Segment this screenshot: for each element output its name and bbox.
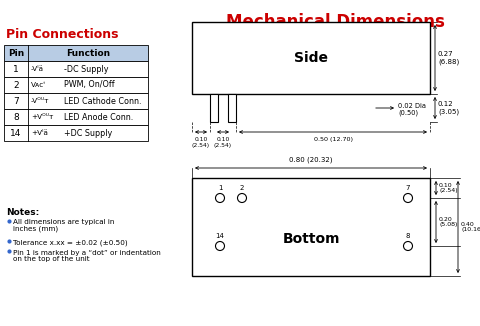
Text: +DC Supply: +DC Supply [64,128,112,138]
Text: Pin Connections: Pin Connections [6,28,119,41]
Text: -Vᴼᵁᴛ: -Vᴼᵁᴛ [31,98,49,104]
Text: 8: 8 [406,233,410,239]
Text: -Vᴵӓ: -Vᴵӓ [31,66,44,72]
Bar [4,45,148,61]
Text: Bottom: Bottom [282,232,340,246]
Circle shape [404,194,412,202]
Bar [228,94,236,122]
Text: Side: Side [294,51,328,65]
Text: 2: 2 [13,81,19,90]
Text: Function: Function [66,49,110,57]
Text: 2: 2 [240,185,244,191]
Text: 0.27
(6.88): 0.27 (6.88) [438,51,459,65]
Text: 1: 1 [218,185,222,191]
Circle shape [238,194,247,202]
Text: Vᴀᴄᶤ: Vᴀᴄᶤ [31,82,46,88]
Bar [4,77,148,93]
Text: Tolerance x.xx = ±0.02 (±0.50): Tolerance x.xx = ±0.02 (±0.50) [13,239,128,245]
Bar [4,93,148,109]
Text: 0.10
(2.54): 0.10 (2.54) [439,183,457,193]
Text: 0.20
(5.08): 0.20 (5.08) [439,216,457,228]
Text: 0.10
(2.54): 0.10 (2.54) [214,137,232,148]
Text: 14: 14 [10,128,22,138]
Text: +Vᴵӓ: +Vᴵӓ [31,130,48,136]
Text: Pin: Pin [8,49,24,57]
Circle shape [216,194,225,202]
Text: All dimensions are typical in
inches (mm): All dimensions are typical in inches (mm… [13,219,114,232]
Text: Pin 1 is marked by a “dot” or indentation
on the top of the unit: Pin 1 is marked by a “dot” or indentatio… [13,249,161,262]
Text: 7: 7 [13,96,19,106]
Bar [4,125,148,141]
Text: 0.80 (20.32): 0.80 (20.32) [289,156,333,163]
Text: 7: 7 [406,185,410,191]
Text: 0.40
(10.16): 0.40 (10.16) [461,222,480,232]
Circle shape [404,242,412,250]
Bar [4,109,148,125]
Circle shape [216,242,225,250]
Text: -DC Supply: -DC Supply [64,65,108,73]
Text: 1: 1 [13,65,19,73]
Bar [192,178,430,276]
Bar [210,94,218,122]
Bar [192,22,430,94]
Text: LED Cathode Conn.: LED Cathode Conn. [64,96,142,106]
Text: 0.12
(3.05): 0.12 (3.05) [438,101,459,115]
Text: PWM, On/Off: PWM, On/Off [64,81,115,90]
Text: Notes:: Notes: [6,208,39,217]
Text: 8: 8 [13,112,19,122]
Text: 0.10
(2.54): 0.10 (2.54) [192,137,210,148]
Text: Mechanical Dimensions: Mechanical Dimensions [226,13,444,31]
Text: 0.02 Dia
(0.50): 0.02 Dia (0.50) [398,103,426,116]
Text: 0.50 (12.70): 0.50 (12.70) [313,137,352,142]
Text: LED Anode Conn.: LED Anode Conn. [64,112,133,122]
Bar [4,61,148,77]
Text: 14: 14 [216,233,225,239]
Text: +Vᴼᵁᴛ: +Vᴼᵁᴛ [31,114,53,120]
